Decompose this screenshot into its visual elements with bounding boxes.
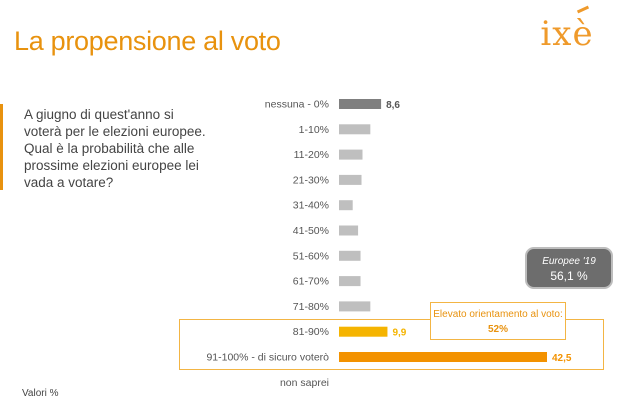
category-label: 1-10% <box>299 124 329 136</box>
bar <box>339 276 361 287</box>
bar <box>339 99 382 109</box>
ixe-logo: ixè <box>534 5 600 58</box>
europee-19-badge: Europee '19 56,1 % <box>525 247 613 289</box>
bar <box>339 200 353 211</box>
bar <box>339 352 547 362</box>
survey-question: A giugno di quest'anno si voterà per le … <box>24 107 206 190</box>
category-label: 51-60% <box>293 250 329 262</box>
bar-value-label: 8,6 <box>386 100 400 111</box>
footnote: Valori % <box>22 388 59 399</box>
bar-value-label: 9,9 <box>392 328 406 339</box>
category-label: 61-70% <box>293 276 329 288</box>
bar <box>339 225 359 236</box>
category-label: non saprei <box>280 377 329 389</box>
callout-text: Elevato orientamento al voto: <box>433 309 563 320</box>
category-label: nessuna - 0% <box>265 99 329 111</box>
logo-text: ixè <box>540 14 594 54</box>
high-propensity-callout: Elevato orientamento al voto: 52% <box>430 302 566 340</box>
category-label: 21-30% <box>293 174 329 186</box>
page-title: La propensione al voto <box>14 26 281 56</box>
bar <box>339 301 371 312</box>
category-label: 81-90% <box>293 326 329 338</box>
category-label: 91-100% - di sicuro voterò <box>206 352 329 364</box>
bar <box>339 149 363 160</box>
category-label: 41-50% <box>293 225 329 237</box>
category-label: 11-20% <box>294 149 329 161</box>
bar <box>339 174 362 185</box>
question-accent-bar <box>0 104 3 190</box>
bar <box>339 124 371 135</box>
category-label: 71-80% <box>293 301 329 313</box>
badge-value: 56,1 % <box>550 269 588 283</box>
bar <box>339 250 361 261</box>
callout-value: 52% <box>487 324 508 335</box>
badge-title: Europee '19 <box>542 256 596 267</box>
bar-value-label: 42,5 <box>552 353 572 364</box>
high-propensity-highlight-box <box>179 319 604 370</box>
category-label: 31-40% <box>293 200 329 212</box>
bar <box>339 326 388 337</box>
